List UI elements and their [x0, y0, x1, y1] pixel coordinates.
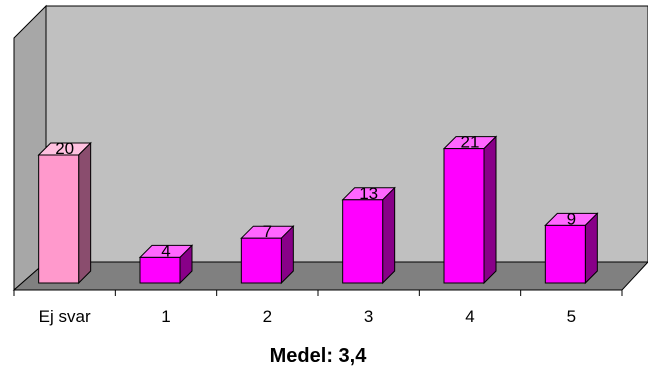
bar-front: [342, 199, 384, 284]
bar-2: [240, 224, 295, 285]
x-tick-label: 3: [364, 307, 373, 326]
data-label: 21: [461, 133, 480, 152]
x-tick-label: 1: [161, 307, 170, 326]
bar-1: [138, 244, 194, 285]
data-label: 13: [359, 184, 378, 203]
bar-front: [443, 148, 485, 284]
data-label: 4: [161, 241, 170, 260]
bar-front: [240, 237, 282, 284]
bar-front: [139, 256, 181, 284]
x-tick-label: 5: [567, 307, 576, 326]
bar-4: [442, 135, 498, 285]
bar-front: [38, 154, 80, 284]
bar-front: [544, 224, 586, 284]
x-tick-label: 4: [465, 307, 474, 326]
x-tick-label: 2: [263, 307, 272, 326]
bar-3: [341, 186, 396, 285]
bar-side: [78, 141, 92, 285]
bar-5: [544, 212, 599, 285]
x-tick-label: Ej svar: [39, 307, 91, 326]
bar-ej-svar: [37, 141, 92, 285]
x-axis-title: Medel: 3,4: [270, 345, 368, 367]
bar-side: [382, 186, 396, 285]
bar-side: [483, 135, 497, 285]
data-label: 20: [55, 139, 74, 158]
bar-side: [584, 212, 598, 285]
x-axis: Ej svar 1 2 3 4 5: [13, 289, 623, 326]
data-label: 7: [263, 222, 272, 241]
data-labels: 20 4 7 13 21 9: [55, 133, 576, 261]
data-label: 9: [567, 209, 576, 228]
bars: [37, 135, 599, 285]
